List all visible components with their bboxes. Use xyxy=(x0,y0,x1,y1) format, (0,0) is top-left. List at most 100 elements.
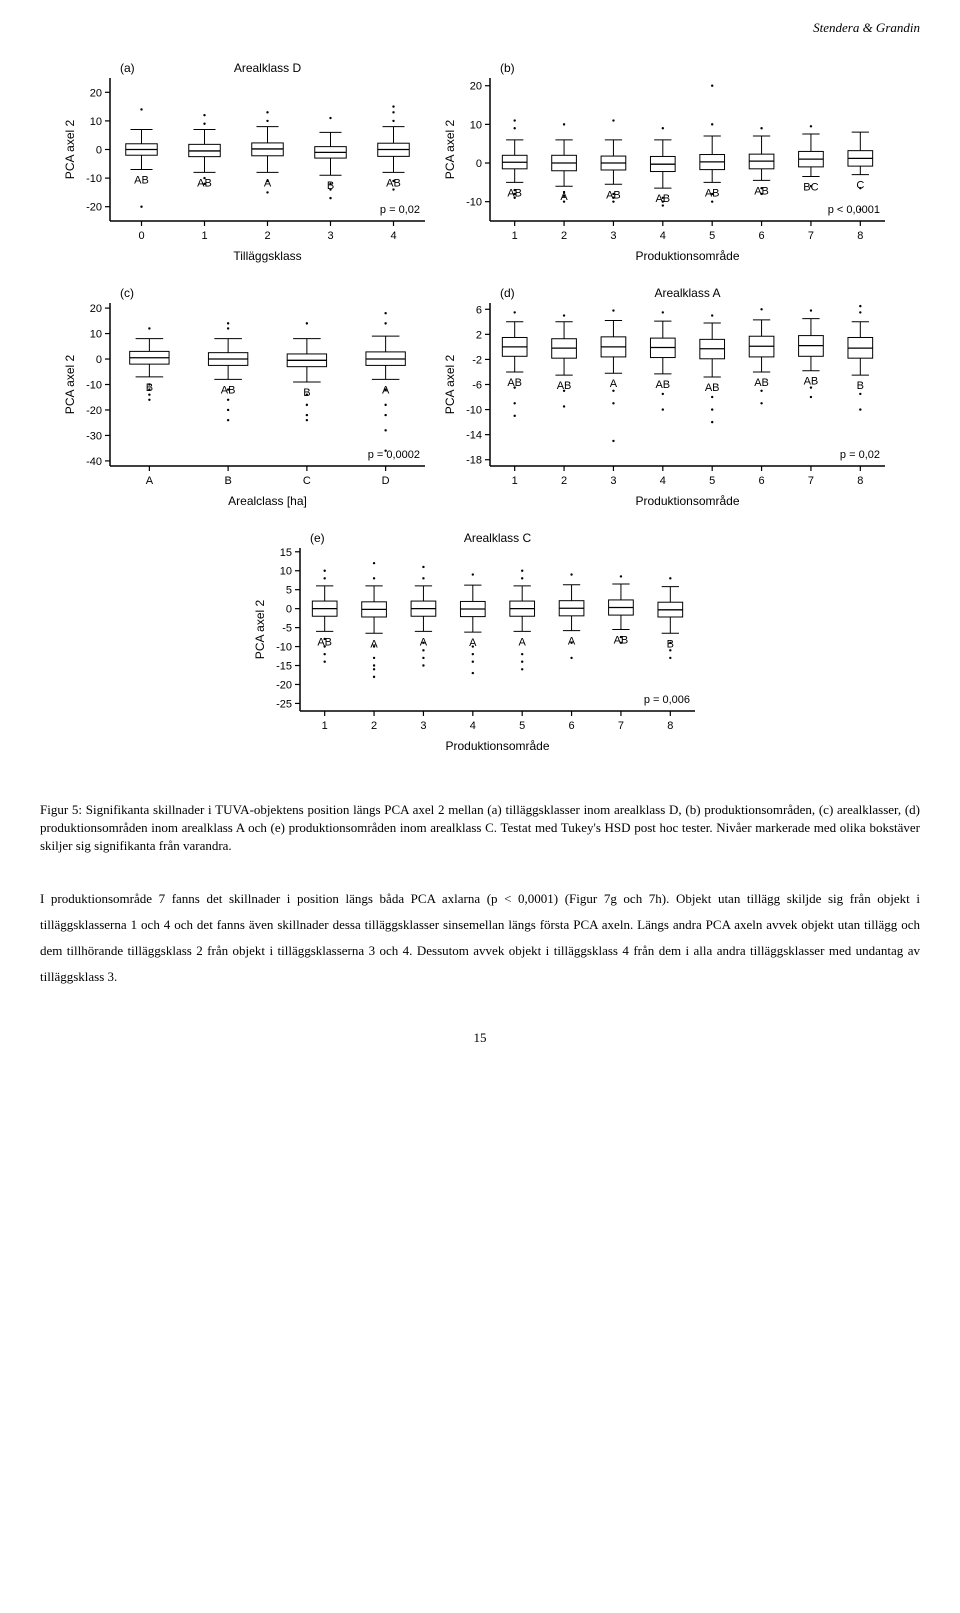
ytick-label: -10 xyxy=(466,197,482,209)
group-letter: B xyxy=(667,638,674,650)
boxplot-svg: -20-1001020PCA axel 2Tilläggsklass(a)Are… xyxy=(60,56,440,266)
xtick-label: 6 xyxy=(569,720,575,732)
group-letter: AB xyxy=(606,189,621,201)
p-value-label: p = 0,02 xyxy=(380,204,420,216)
ytick-label: -15 xyxy=(276,661,292,673)
ytick-label: 0 xyxy=(476,158,482,170)
ytick-label: 0 xyxy=(96,354,102,366)
ytick-label: -2 xyxy=(472,354,482,366)
xtick-label: 4 xyxy=(470,720,476,732)
xtick-label: C xyxy=(303,475,311,487)
group-letter: A xyxy=(382,384,390,396)
group-letter: B xyxy=(303,387,310,399)
ytick-label: 5 xyxy=(286,585,292,597)
boxplot-svg: -25-20-15-10-5051015PCA axel 2Produktion… xyxy=(250,526,710,756)
chart-panel-c: -40-30-20-1001020PCA axel 2Arealclass [h… xyxy=(60,281,440,516)
group-letter: AB xyxy=(197,177,212,189)
panel-label: (e) xyxy=(310,531,325,545)
group-letter: AB xyxy=(507,377,522,389)
ytick-label: -6 xyxy=(472,380,482,392)
group-letter: AB xyxy=(754,377,769,389)
chart-panel-b: -1001020PCA axel 2Produktionsområde(b)p … xyxy=(440,56,900,271)
x-axis-label: Tilläggsklass xyxy=(233,249,301,263)
xtick-label: 7 xyxy=(618,720,624,732)
panel-title: Arealklass D xyxy=(234,61,302,75)
group-letter: AB xyxy=(557,380,572,392)
ytick-label: 20 xyxy=(90,303,102,315)
xtick-label: A xyxy=(146,475,154,487)
panel-label: (c) xyxy=(120,286,134,300)
x-axis-label: Arealclass [ha] xyxy=(228,494,307,508)
xtick-label: 8 xyxy=(857,230,863,242)
xtick-label: 3 xyxy=(610,230,616,242)
group-letter: AB xyxy=(134,175,149,187)
y-axis-label: PCA axel 2 xyxy=(443,119,457,179)
ytick-label: -10 xyxy=(276,642,292,654)
xtick-label: 8 xyxy=(857,475,863,487)
xtick-label: 4 xyxy=(660,475,666,487)
xtick-label: 2 xyxy=(264,230,270,242)
group-letter: BC xyxy=(803,182,818,194)
xtick-label: 7 xyxy=(808,475,814,487)
ytick-label: -10 xyxy=(86,173,102,185)
ytick-label: -20 xyxy=(86,202,102,214)
x-axis-label: Produktionsområde xyxy=(635,494,739,508)
group-letter: A xyxy=(420,636,428,648)
x-axis-label: Produktionsområde xyxy=(635,249,739,263)
panel-label: (b) xyxy=(500,61,515,75)
xtick-label: 7 xyxy=(808,230,814,242)
xtick-label: 5 xyxy=(709,230,715,242)
group-letter: AB xyxy=(804,376,819,388)
ytick-label: -14 xyxy=(466,430,482,442)
xtick-label: 5 xyxy=(519,720,525,732)
xtick-label: 4 xyxy=(390,230,396,242)
ytick-label: -40 xyxy=(86,456,102,468)
ytick-label: 6 xyxy=(476,304,482,316)
p-value-label: p = 0,006 xyxy=(644,694,690,706)
ytick-label: 10 xyxy=(280,566,292,578)
p-value-label: p = 0,02 xyxy=(840,449,880,461)
page-number: 15 xyxy=(40,1030,920,1046)
ytick-label: 20 xyxy=(470,81,482,93)
group-letter: A xyxy=(519,636,527,648)
ytick-label: -20 xyxy=(276,679,292,691)
xtick-label: 6 xyxy=(759,475,765,487)
x-axis-label: Produktionsområde xyxy=(445,739,549,753)
boxplot-svg: -40-30-20-1001020PCA axel 2Arealclass [h… xyxy=(60,281,440,511)
group-letter: B xyxy=(146,382,153,394)
group-letter: AB xyxy=(655,193,670,205)
panel-label: (d) xyxy=(500,286,515,300)
boxplot-svg: -1001020PCA axel 2Produktionsområde(b)p … xyxy=(440,56,900,266)
xtick-label: 2 xyxy=(371,720,377,732)
group-letter: AB xyxy=(754,185,769,197)
xtick-label: 6 xyxy=(759,230,765,242)
xtick-label: D xyxy=(382,475,390,487)
xtick-label: 2 xyxy=(561,230,567,242)
chart-panel-d: -18-14-10-6-226PCA axel 2Produktionsområ… xyxy=(440,281,900,516)
ytick-label: -10 xyxy=(86,380,102,392)
xtick-label: 5 xyxy=(709,475,715,487)
ytick-label: -10 xyxy=(466,405,482,417)
xtick-label: 3 xyxy=(610,475,616,487)
panel-title: Arealklass A xyxy=(654,286,720,300)
group-letter: AB xyxy=(317,636,332,648)
ytick-label: 10 xyxy=(470,119,482,131)
p-value-label: p = 0,0002 xyxy=(368,449,420,461)
group-letter: B xyxy=(857,380,864,392)
running-header: Stendera & Grandin xyxy=(40,20,920,36)
xtick-label: 3 xyxy=(327,230,333,242)
group-letter: AB xyxy=(614,635,629,647)
y-axis-label: PCA axel 2 xyxy=(63,354,77,414)
ytick-label: 10 xyxy=(90,116,102,128)
y-axis-label: PCA axel 2 xyxy=(63,119,77,179)
xtick-label: 8 xyxy=(667,720,673,732)
ytick-label: -25 xyxy=(276,698,292,710)
y-axis-label: PCA axel 2 xyxy=(253,599,267,659)
ytick-label: -5 xyxy=(282,623,292,635)
chart-panel-e: -25-20-15-10-5051015PCA axel 2Produktion… xyxy=(250,526,710,761)
chart-grid: -20-1001020PCA axel 2Tilläggsklass(a)Are… xyxy=(40,56,920,771)
ytick-label: 2 xyxy=(476,329,482,341)
group-letter: A xyxy=(264,177,272,189)
boxplot-svg: -18-14-10-6-226PCA axel 2Produktionsområ… xyxy=(440,281,900,511)
group-letter: AB xyxy=(507,187,522,199)
